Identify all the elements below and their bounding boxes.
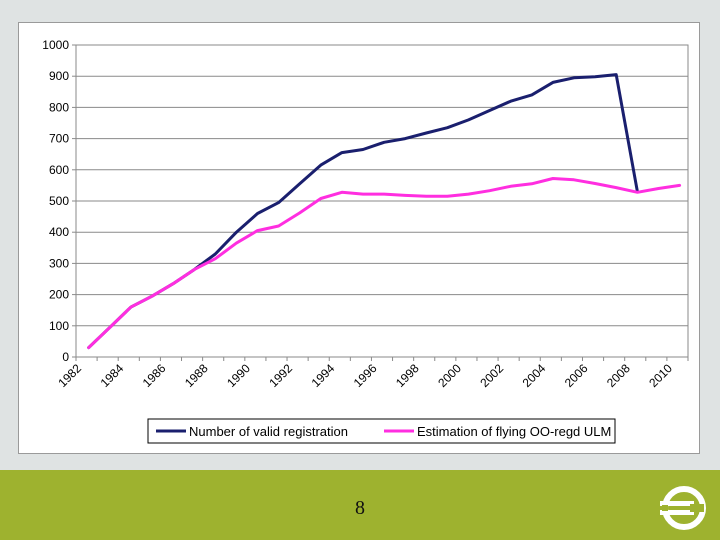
y-tick-label: 100	[49, 319, 69, 333]
y-tick-label: 1000	[42, 38, 69, 52]
y-tick-label: 600	[49, 163, 69, 177]
y-tick-label: 400	[49, 225, 69, 239]
euro-e-logo-icon	[660, 486, 706, 530]
legend: Number of valid registration Estimation o…	[147, 418, 616, 444]
x-tick-label: 1984	[98, 361, 127, 390]
x-tick-label: 1992	[266, 361, 295, 390]
series-line-2	[87, 177, 682, 350]
x-tick-label: 1998	[393, 361, 422, 390]
x-tick-label: 2002	[477, 361, 506, 390]
series-lines	[87, 73, 682, 350]
chart-frame: 0 100 200 300 400 500 600 700 800 900 1000 1982 198…	[18, 22, 700, 454]
x-tick-label: 1990	[224, 361, 253, 390]
x-tick-label: 1996	[351, 361, 380, 390]
gridlines	[76, 44, 688, 358]
legend-box	[147, 418, 616, 444]
y-axis-tick-labels: 0 100 200 300 400 500 600 700 800 900 1000	[42, 38, 76, 364]
y-tick-label: 500	[49, 194, 69, 208]
y-tick-label: 300	[49, 256, 69, 270]
y-tick-label: 700	[49, 132, 69, 146]
footer-bar	[0, 470, 720, 540]
x-tick-label: 2010	[646, 361, 675, 390]
x-tick-label: 1982	[55, 361, 84, 390]
x-tick-label: 2004	[520, 361, 549, 390]
x-tick-label: 1994	[309, 361, 338, 390]
y-tick-label: 800	[49, 100, 69, 114]
series-line-1	[87, 73, 639, 350]
y-tick-label: 200	[49, 288, 69, 302]
y-tick-label: 0	[62, 350, 69, 364]
legend-label-2: Estimation of flying OO-regd ULM	[417, 424, 611, 439]
page-number: 8	[355, 497, 365, 519]
y-tick-label: 900	[49, 69, 69, 83]
x-tick-label: 2006	[562, 361, 591, 390]
legend-label-1: Number of valid registration	[189, 424, 348, 439]
x-tick-label: 2008	[604, 361, 633, 390]
x-axis-tick-labels: 1982 1984 1986 1988 1990 1992 1994 1996 1998 2000…	[55, 357, 689, 390]
x-tick-label: 1988	[182, 361, 211, 390]
x-tick-label: 2000	[435, 361, 464, 390]
x-tick-label: 1986	[140, 361, 169, 390]
